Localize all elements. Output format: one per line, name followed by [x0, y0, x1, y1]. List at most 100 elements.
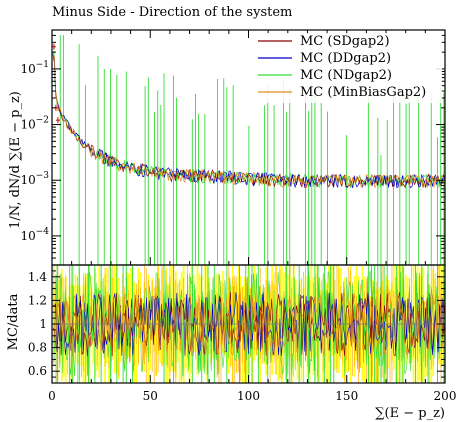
ratio-band-orange: [297, 304, 299, 365]
ratio-band-orange: [159, 290, 161, 327]
ratio-band-orange: [59, 273, 61, 355]
series-mc-minbiasgap2-ratio: [52, 291, 446, 357]
ratio-series-curves: [52, 265, 446, 383]
ratio-band-orange: [360, 284, 361, 368]
legend-label-mc-sdgap2: MC (SDgap2): [300, 34, 390, 49]
ratio-band-yellow: [263, 312, 266, 365]
x-tick-label: 0: [48, 389, 56, 403]
ratio-band-orange: [83, 273, 84, 372]
ratio-band-orange: [171, 315, 173, 352]
x-tick-label: 200: [434, 389, 457, 403]
ratio-band-orange: [387, 286, 389, 347]
ratio-band-orange: [389, 290, 391, 383]
ratio-band-orange: [197, 308, 198, 370]
x-tick-label: 150: [335, 389, 358, 403]
ratio-band-orange: [305, 266, 306, 348]
ratio-y-tick-label: 1.2: [28, 293, 47, 307]
ratio-band-orange: [273, 272, 275, 364]
ratio-band-orange: [90, 287, 92, 346]
ratio-band-orange: [216, 292, 218, 378]
ratio-y-tick-label: 1.4: [28, 270, 47, 284]
ratio-band-orange: [145, 267, 147, 383]
ratio-band-orange: [149, 291, 151, 354]
ratio-band-orange: [96, 303, 98, 366]
ratio-band-orange: [312, 282, 314, 341]
main-panel: 10−1 10−2 10−3 10−4 1/N, dN/d ∑(E − p_z): [8, 29, 446, 266]
x-axis-label: ∑(E − p_z): [375, 406, 445, 421]
ratio-band-orange: [417, 301, 418, 363]
ratio-band-orange: [379, 286, 381, 356]
ratio-band-orange: [358, 284, 359, 383]
ratio-band-orange: [220, 280, 222, 383]
main-y-tick-label: 10−1: [20, 60, 49, 76]
ratio-band-orange: [348, 266, 350, 372]
ratio-band-orange: [86, 272, 88, 377]
main-y-tick-label: 10−3: [20, 171, 49, 187]
ratio-band-orange: [395, 276, 397, 359]
ratio-band-orange: [307, 265, 308, 367]
ratio-band-orange: [240, 288, 242, 382]
ratio-band-orange: [401, 300, 403, 351]
x-tick-label: 100: [237, 389, 260, 403]
x-axis-label-text: ∑(E − p_z): [375, 406, 445, 421]
ratio-band-orange: [73, 285, 75, 348]
ratio-band-orange: [208, 282, 210, 335]
ratio-band-orange: [210, 289, 212, 366]
main-x-ticks: [51, 30, 446, 265]
ratio-band-orange: [224, 279, 226, 337]
ratio-band-orange: [53, 265, 55, 365]
main-y-tick-label: 10−4: [20, 227, 49, 243]
ratio-band-orange: [57, 265, 59, 382]
ratio-band-orange: [88, 265, 90, 368]
ratio-band-orange: [183, 277, 185, 377]
ratio-y-tick-label: 0.6: [28, 364, 47, 378]
ratio-band-orange: [165, 270, 167, 352]
ratio-band-yellow: [129, 267, 132, 351]
series-mc-sdgap2-main: [52, 53, 446, 189]
ratio-band-orange: [228, 265, 230, 352]
ratio-band-orange: [218, 292, 220, 383]
ratio-panel: 0.6 0.8 1 1.2 1.4 0 50 100 150 200 MC/data: [6, 264, 456, 403]
ratio-band-orange: [118, 294, 120, 377]
chart-title: Minus Side - Direction of the system: [52, 5, 292, 20]
ratio-band-orange: [371, 291, 373, 376]
legend-label-mc-ndgap2: MC (NDgap2): [300, 68, 392, 83]
ratio-band-orange: [422, 295, 424, 362]
ratio-band-orange: [147, 280, 149, 337]
ratio-band-orange: [155, 279, 157, 377]
ratio-band-orange: [250, 288, 251, 358]
ratio-band-orange: [440, 280, 442, 383]
series-mc-minbiasgap2-main: [52, 53, 446, 189]
ratio-band-orange: [242, 286, 244, 363]
ratio-band-orange: [275, 265, 277, 375]
ratio-band-orange: [342, 308, 344, 364]
legend: MC (SDgap2) MC (DDgap2) MC (NDgap2) MC (Min…: [250, 33, 442, 103]
ratio-band-orange: [246, 278, 247, 361]
ratio-y-tick-label: 0.8: [28, 341, 47, 355]
ratio-band-orange: [362, 306, 363, 351]
ratio-band-orange: [67, 301, 69, 375]
legend-label-mc-minbiasgap2: MC (MinBiasGap2): [300, 85, 426, 100]
main-y-axis-label: 1/N, dN/d ∑(E − p_z): [8, 91, 23, 229]
ratio-band-orange: [206, 292, 208, 340]
ratio-band-orange: [334, 279, 336, 346]
x-tick-label: 50: [143, 389, 158, 403]
ratio-band-orange: [391, 265, 393, 382]
ratio-band-orange: [326, 289, 328, 334]
ratio-y-axis-label: MC/data: [6, 293, 21, 350]
ratio-y-ticks: 0.6 0.8 1 1.2 1.4: [28, 264, 445, 384]
ratio-band-orange: [71, 265, 73, 377]
ratio-y-tick-label: 1: [39, 317, 47, 331]
ratio-band-orange: [287, 299, 289, 377]
ratio-band-orange: [428, 284, 430, 383]
main-series-curves: [52, 35, 446, 265]
ratio-band-orange: [234, 275, 236, 383]
ratio-band-orange: [169, 276, 171, 383]
ratio-band-orange: [310, 317, 312, 359]
ratio-band-orange: [181, 290, 183, 381]
ratio-band-orange: [85, 273, 86, 382]
ratio-x-ticks: 0 50 100 150 200: [48, 375, 456, 403]
main-y-tick-label: 10−2: [20, 116, 49, 132]
legend-background: [250, 33, 442, 103]
